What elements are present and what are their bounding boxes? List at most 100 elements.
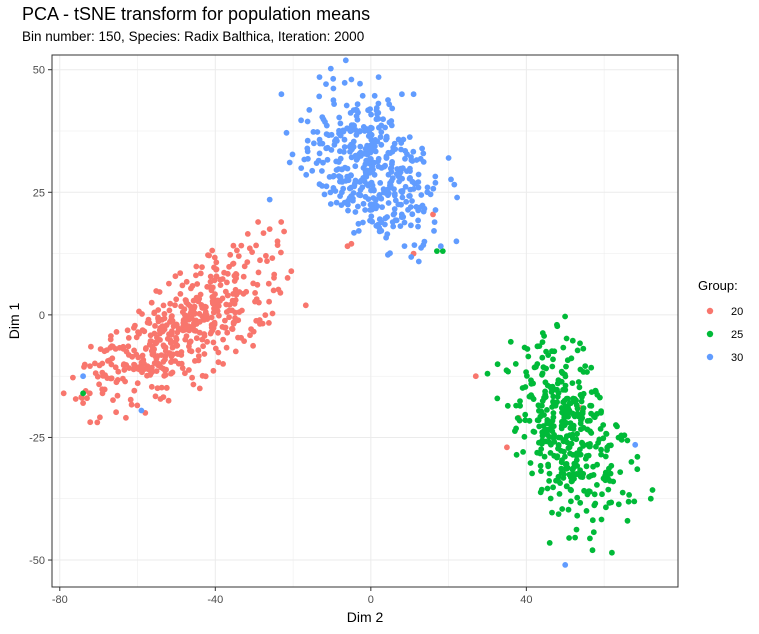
point-group-20 <box>208 329 215 335</box>
point-group-25 <box>512 428 518 434</box>
point-group-25 <box>534 449 541 456</box>
point-group-30 <box>367 149 374 156</box>
point-group-25 <box>558 405 565 411</box>
point-group-20 <box>173 296 180 303</box>
point-group-30 <box>360 200 367 207</box>
point-group-30 <box>367 124 374 131</box>
point-group-20 <box>232 318 239 325</box>
point-group-25 <box>550 423 557 430</box>
point-group-25 <box>546 470 553 477</box>
point-group-20 <box>99 369 106 376</box>
point-group-20 <box>205 252 211 258</box>
point-group-20 <box>141 328 148 335</box>
point-group-25 <box>527 460 534 466</box>
point-group-20 <box>196 385 203 392</box>
point-group-30 <box>387 150 394 157</box>
point-group-20 <box>186 367 192 373</box>
point-group-25 <box>608 442 614 449</box>
point-group-30 <box>402 155 408 162</box>
point-group-25 <box>549 509 555 516</box>
point-group-25 <box>563 465 570 472</box>
point-group-25 <box>551 348 558 355</box>
point-group-25 <box>538 468 544 474</box>
point-group-30 <box>371 92 378 99</box>
point-group-30 <box>331 141 338 148</box>
point-group-20 <box>149 364 155 371</box>
point-group-20 <box>148 383 155 390</box>
point-group-20 <box>200 305 206 311</box>
point-group-25 <box>619 489 626 496</box>
point-group-25 <box>544 407 550 413</box>
point-group-20 <box>190 297 197 304</box>
point-group-20 <box>277 289 284 296</box>
point-group-25 <box>574 405 581 412</box>
point-group-25 <box>554 393 561 400</box>
point-group-20 <box>222 317 228 324</box>
legend-label: 20 <box>731 306 743 318</box>
point-group-20 <box>96 362 103 369</box>
point-group-25 <box>597 426 604 432</box>
point-group-30 <box>406 193 412 199</box>
point-group-25 <box>621 432 628 439</box>
point-group-20 <box>94 373 101 380</box>
point-group-20 <box>166 280 172 287</box>
point-group-25 <box>567 486 574 493</box>
point-group-30 <box>298 117 304 124</box>
point-group-30 <box>343 102 350 109</box>
x-tick-label: -80 <box>52 594 68 606</box>
point-group-20 <box>183 299 190 306</box>
point-group-30 <box>390 223 397 230</box>
point-group-25 <box>600 435 607 442</box>
point-group-20 <box>210 367 217 374</box>
point-group-20 <box>238 334 245 341</box>
point-group-25 <box>494 395 501 402</box>
point-group-30 <box>324 156 331 163</box>
point-group-25 <box>533 363 539 370</box>
point-group-25 <box>584 369 590 375</box>
point-group-20 <box>96 381 102 388</box>
point-group-20 <box>150 349 157 356</box>
point-group-25 <box>568 498 574 505</box>
point-group-30 <box>415 217 421 224</box>
point-group-30 <box>323 183 330 190</box>
point-group-25 <box>556 491 563 497</box>
point-group-25 <box>563 363 569 370</box>
point-group-25 <box>567 450 573 457</box>
point-group-25 <box>567 420 574 426</box>
point-group-30 <box>370 186 377 193</box>
point-group-25 <box>537 413 544 420</box>
point-group-25 <box>563 433 570 440</box>
point-group-25 <box>555 442 562 449</box>
point-group-30 <box>305 155 311 162</box>
point-group-20 <box>250 280 257 287</box>
point-group-30 <box>80 373 86 380</box>
point-group-20 <box>195 347 202 354</box>
point-group-20 <box>238 242 245 249</box>
point-group-20 <box>174 350 180 357</box>
point-group-25 <box>573 526 580 533</box>
point-group-20 <box>142 346 149 352</box>
point-group-20 <box>178 303 185 310</box>
point-group-30 <box>408 222 414 229</box>
x-axis-title: Dim 2 <box>347 609 384 625</box>
point-group-20 <box>263 252 269 259</box>
point-group-20 <box>115 368 122 375</box>
point-group-30 <box>354 155 361 162</box>
point-group-20 <box>204 338 211 345</box>
point-group-30 <box>371 171 378 178</box>
point-group-30 <box>349 146 355 153</box>
point-group-30 <box>298 165 305 172</box>
point-group-25 <box>607 470 614 477</box>
point-group-20 <box>168 331 175 338</box>
point-group-20 <box>162 372 169 378</box>
point-group-20 <box>233 275 240 282</box>
point-group-25 <box>576 384 583 391</box>
point-group-30 <box>328 131 335 138</box>
point-group-30 <box>383 136 389 143</box>
point-group-30 <box>415 223 421 230</box>
point-group-20 <box>193 263 200 270</box>
point-group-30 <box>399 91 405 98</box>
point-group-30 <box>632 441 639 448</box>
point-group-30 <box>377 180 384 186</box>
